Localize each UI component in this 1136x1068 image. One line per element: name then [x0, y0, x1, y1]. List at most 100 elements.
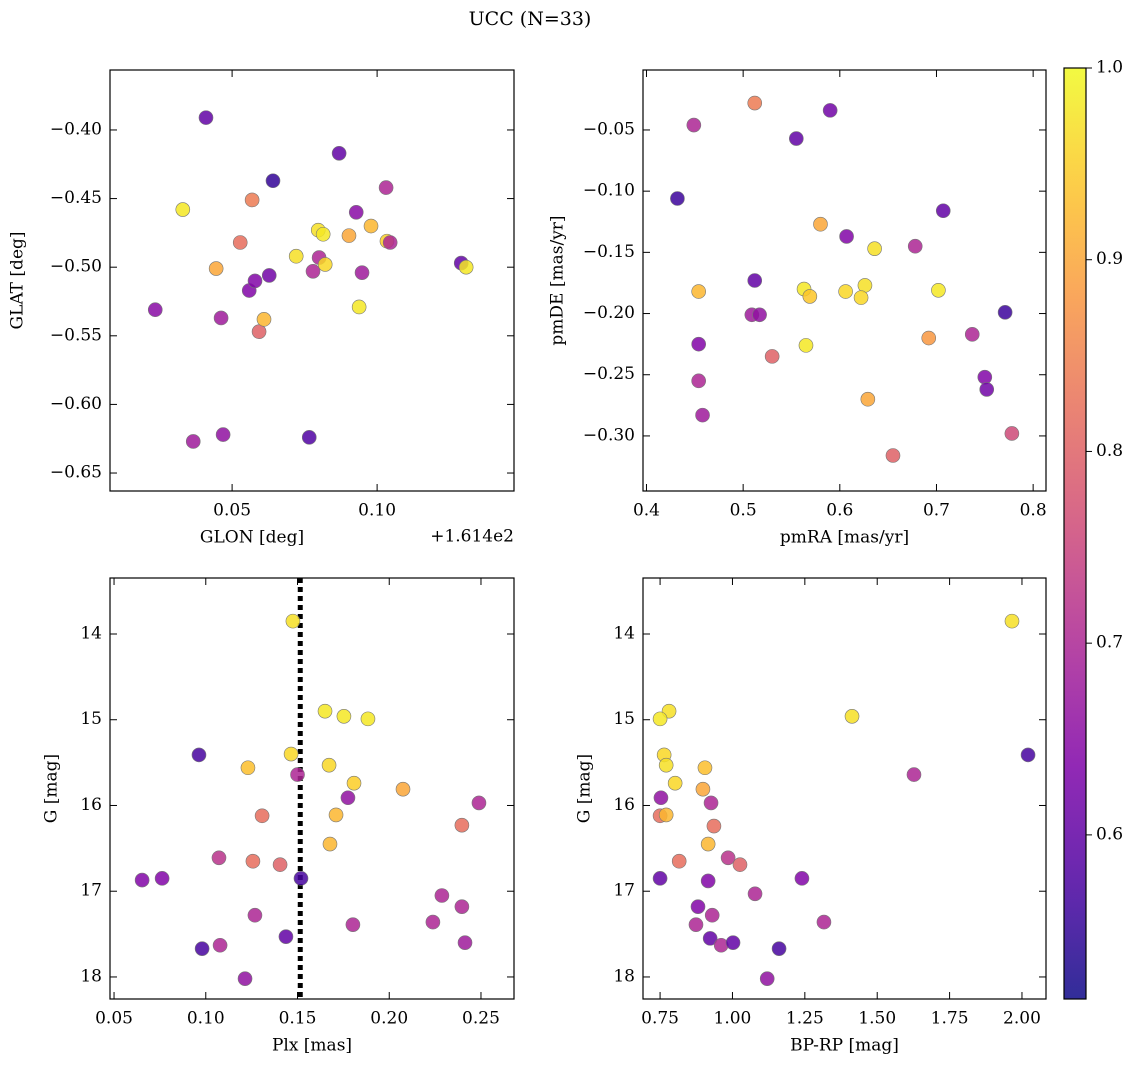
point — [244, 192, 260, 208]
point — [867, 241, 882, 256]
x-axis-label: Plx [mas] — [272, 1036, 352, 1056]
point — [794, 871, 810, 886]
point — [454, 817, 470, 833]
subplot: 0.75 1.00 1.25 1.50 1.75 2.00 14 15 16 17 18 BP-RP … — [575, 577, 1047, 1056]
point — [652, 711, 668, 727]
y-axis-label: G [mag] — [42, 754, 62, 823]
point — [844, 709, 860, 724]
x-tick-label: 1.75 — [931, 1009, 969, 1029]
point — [147, 302, 163, 318]
point — [288, 248, 304, 264]
offset-text: +1.614e2 — [430, 527, 514, 547]
point — [759, 971, 775, 986]
y-tick-label: −0.20 — [583, 303, 635, 323]
figure-title: UCC (N=33) — [469, 8, 592, 30]
x-tick-label: 0.6 — [826, 501, 853, 521]
point — [458, 259, 474, 275]
axes-frame — [642, 577, 1047, 1000]
point — [752, 307, 767, 323]
point — [764, 349, 780, 364]
x-tick-label: 0.25 — [462, 1009, 500, 1029]
point — [194, 941, 210, 956]
point — [921, 330, 937, 346]
point — [348, 205, 364, 220]
x-tick-label: 1.25 — [786, 1009, 824, 1029]
point — [691, 284, 706, 299]
point — [816, 914, 832, 930]
point — [245, 853, 261, 869]
y-tick-label: 18 — [613, 966, 635, 986]
y-tick-label: 17 — [80, 881, 102, 901]
point — [315, 226, 331, 242]
colorbar-tick-label: 0.7 — [1096, 633, 1123, 653]
point — [658, 807, 674, 823]
point — [211, 850, 227, 866]
point — [979, 382, 995, 397]
x-axis-label: pmRA [mas/yr] — [780, 528, 909, 548]
axes-frame — [109, 577, 515, 1000]
y-tick-label: −0.55 — [50, 325, 102, 345]
point — [208, 261, 224, 276]
point — [328, 807, 344, 823]
point — [363, 218, 379, 234]
point — [747, 886, 763, 902]
point — [1004, 613, 1020, 629]
point — [702, 931, 718, 946]
point — [652, 871, 668, 886]
point — [213, 310, 229, 326]
y-axis-label: pmDE [mas/yr] — [548, 215, 568, 345]
point — [237, 971, 253, 986]
colorbar-tick-label: 0.8 — [1096, 441, 1123, 461]
point — [345, 917, 361, 932]
point — [697, 760, 713, 776]
y-tick-label: 17 — [613, 881, 635, 901]
point — [703, 795, 719, 811]
x-tick-label: 1.00 — [714, 1009, 752, 1029]
point — [857, 278, 873, 293]
point — [688, 917, 704, 932]
x-tick-label: 1.50 — [858, 1009, 896, 1029]
y-tick-label: 15 — [613, 709, 635, 729]
point — [725, 935, 741, 950]
point — [771, 941, 787, 956]
point — [802, 289, 818, 304]
x-tick-label: 0.10 — [358, 501, 396, 521]
subplot: 0.05 0.10 0.15 0.20 0.25 14 15 16 17 18 Plx [mas] G… — [42, 577, 515, 1056]
point — [720, 850, 736, 866]
point — [340, 790, 356, 806]
point — [354, 265, 370, 280]
x-tick-label: 0.20 — [370, 1009, 408, 1029]
x-tick-label: 0.5 — [730, 501, 757, 521]
subplot: 0.05 0.10 −0.40 −0.45 −0.50 −0.55 −0.60 −0.65 GL… — [8, 69, 515, 548]
point — [471, 795, 487, 811]
colorbar — [1063, 67, 1087, 1000]
point — [278, 929, 294, 944]
point — [341, 228, 357, 243]
point — [290, 767, 305, 782]
x-tick-label: 0.75 — [641, 1009, 679, 1029]
y-axis-label: G [mag] — [575, 754, 595, 823]
point — [907, 238, 923, 254]
point — [395, 781, 411, 797]
x-tick-label: 0.15 — [279, 1009, 317, 1029]
point — [382, 235, 398, 250]
point — [860, 391, 876, 407]
point — [240, 760, 256, 776]
colorbar-tick-label: 0.9 — [1096, 249, 1123, 269]
point — [789, 131, 804, 146]
point — [351, 299, 367, 315]
axes-frame — [109, 69, 515, 492]
point — [321, 757, 337, 773]
point — [283, 746, 299, 762]
point — [653, 790, 669, 806]
y-tick-label: −0.30 — [583, 425, 635, 445]
point — [885, 448, 901, 463]
point — [185, 434, 201, 449]
point — [695, 781, 711, 797]
point — [322, 836, 338, 852]
point — [378, 180, 394, 195]
y-tick-label: 14 — [80, 623, 102, 643]
x-tick-label: 0.8 — [1020, 501, 1047, 521]
point — [700, 836, 716, 852]
